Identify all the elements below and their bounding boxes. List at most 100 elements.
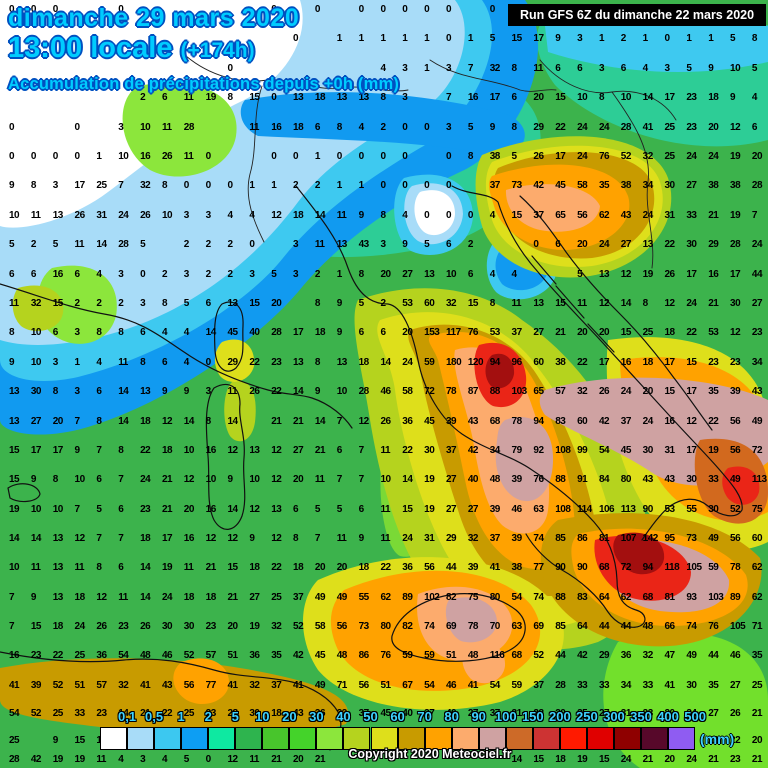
precip-value: 6 [467, 268, 474, 280]
precip-value: 33 [642, 679, 654, 691]
precip-value: 7 [9, 620, 15, 632]
precip-value: 21 [314, 444, 326, 456]
precip-value: 32 [30, 297, 42, 309]
precip-value: 48 [140, 649, 151, 661]
precip-value: 52 [30, 707, 42, 719]
precip-value: 11 [161, 121, 172, 133]
precip-value: 28 [620, 121, 632, 133]
precip-value: 6 [314, 121, 321, 133]
precip-value: 12 [358, 415, 370, 427]
precip-value: 90 [555, 561, 566, 573]
precip-value: 8 [52, 385, 59, 397]
precip-value: 14 [314, 209, 326, 221]
precip-value: 1 [598, 32, 605, 44]
precip-value: 18 [664, 326, 676, 338]
precip-value: 17 [30, 444, 42, 456]
precip-value: 11 [314, 238, 325, 250]
precip-value: 29 [598, 649, 610, 661]
precip-value: 28 [730, 238, 741, 250]
precip-value: 18 [140, 415, 151, 427]
precip-value: 16 [205, 444, 217, 456]
precip-value: 52 [533, 649, 544, 661]
precip-value: 20 [227, 620, 239, 632]
precip-value: 0 [74, 150, 81, 162]
precip-value: 16 [183, 532, 195, 544]
precip-value: 11 [249, 121, 259, 133]
precip-value: 0 [293, 32, 299, 44]
precip-value: 105 [686, 561, 702, 573]
precip-value: 48 [467, 649, 479, 661]
precip-value: 10 [161, 209, 173, 221]
precip-value: 11 [380, 503, 391, 515]
precip-value: 90 [642, 503, 654, 515]
precip-value: 6 [380, 326, 386, 338]
precip-value: 65 [533, 385, 544, 397]
precip-value: 96 [511, 356, 523, 368]
precip-value: 20 [402, 326, 413, 338]
precip-value: 42 [577, 649, 588, 661]
precip-value: 1 [314, 150, 321, 162]
precip-value: 20 [336, 561, 348, 573]
precip-value: 5 [577, 268, 583, 280]
precip-value: 4 [489, 209, 496, 221]
precip-value: 22 [730, 734, 741, 746]
precip-value: 56 [730, 444, 741, 456]
precip-value: 7 [9, 591, 15, 603]
precip-value: 15 [249, 91, 260, 103]
precip-value: 20 [577, 238, 588, 250]
precip-value: 32 [249, 679, 260, 691]
precip-value: 60 [577, 415, 588, 427]
precip-value: 43 [161, 679, 173, 691]
precip-value: 6 [555, 238, 561, 250]
precip-value: 0 [30, 150, 37, 162]
precip-value: 106 [598, 503, 615, 515]
precip-value: 6 [511, 91, 518, 103]
precip-value: 94 [642, 561, 654, 573]
precip-value: 25 [642, 326, 654, 338]
precip-value: 13 [52, 532, 64, 544]
precip-value: 18 [52, 620, 64, 632]
precip-value: 2 [96, 297, 102, 309]
precip-value: 11 [183, 91, 194, 103]
precip-value: 6 [9, 268, 15, 280]
precip-value: 9 [358, 209, 365, 221]
precip-value: 13 [598, 268, 610, 280]
precip-value: 26 [140, 620, 151, 632]
precip-value: 27 [751, 297, 763, 309]
precip-value: 19 [52, 753, 64, 765]
precip-value: 93 [686, 591, 697, 603]
precip-value: 80 [380, 620, 391, 632]
precip-value: 56 [336, 620, 348, 632]
precip-value: 94 [489, 356, 501, 368]
precip-value: 11 [380, 532, 391, 544]
precip-value: 12 [161, 415, 173, 427]
precip-value: 0 [402, 121, 408, 133]
precip-value: 6 [30, 268, 37, 280]
precip-value: 0 [467, 209, 474, 221]
precip-value: 102 [424, 591, 440, 603]
precip-value: 28 [358, 385, 370, 397]
precip-value: 18 [271, 707, 282, 719]
precip-value: 11 [380, 444, 391, 456]
precip-value: 52 [52, 679, 64, 691]
precip-value: 9 [227, 473, 234, 485]
precip-value: 24 [751, 238, 763, 250]
precip-value: 56 [730, 415, 741, 427]
precip-value: 20 [642, 385, 654, 397]
precip-value: 5 [9, 238, 15, 250]
precip-value: 37 [511, 326, 523, 338]
precip-value: 41 [140, 679, 151, 691]
precip-value: 20 [664, 753, 676, 765]
precip-value: 27 [730, 679, 741, 691]
precip-value: 8 [336, 121, 343, 133]
precip-value: 24 [686, 297, 697, 309]
precip-value: 3 [205, 385, 212, 397]
precip-value: 6 [446, 238, 452, 250]
precip-value: 31 [664, 444, 676, 456]
precip-value: 59 [708, 561, 719, 573]
precip-value: 6 [577, 62, 583, 74]
precip-value: 13 [336, 91, 348, 103]
precip-value: 9 [30, 591, 37, 603]
precip-value: 1 [642, 32, 649, 44]
precip-value: 24 [402, 532, 413, 544]
